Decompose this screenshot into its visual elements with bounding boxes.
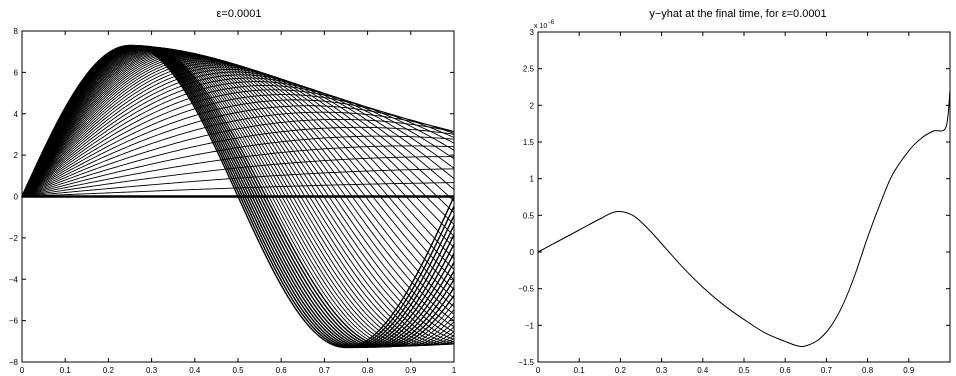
series-line [21,57,455,281]
right-exponent-label: x 10−6 [534,20,555,30]
y-tick-label: −8 [9,358,19,367]
series-line [21,126,455,197]
series-line [21,51,455,333]
right-exponent-base: x 10 [534,23,547,30]
y-tick-label: 2 [14,151,19,160]
y-tick-label: 6 [14,68,19,77]
x-tick-label: 0.4 [189,366,201,375]
x-tick-label: 0.3 [146,366,158,375]
x-tick-label: 0.7 [821,366,833,375]
y-tick-label: 2 [530,101,535,110]
x-tick-label: 0.5 [232,366,244,375]
series-line [21,47,455,346]
y-tick-label: −0.5 [518,285,534,294]
y-tick-label: 4 [14,110,19,119]
series-line [21,85,455,197]
series-line [21,54,455,308]
x-tick-label: 0.1 [574,366,586,375]
error-series-line [537,90,951,348]
left-chart-title: ε=0.0001 [217,8,262,20]
series-line [21,48,455,344]
series-line [21,49,455,343]
left-axis-ticks: 0 0.1 0.2 0.3 0.4 0.5 0.6 0.7 0.8 0.9 1 −8 −6 −4 −2 0 2 4… [9,27,457,375]
y-tick-label: 0 [14,193,19,202]
y-tick-label: 1.5 [523,138,535,147]
y-tick-label: −2 [9,234,19,243]
x-tick-label: 0.9 [903,366,915,375]
right-series-lines [537,90,951,348]
right-plot-frame [537,31,951,363]
x-tick-label: 1 [452,366,457,375]
y-tick-label: −6 [9,317,19,326]
series-line [21,51,455,328]
series-line [21,182,455,197]
right-chart-title: y−yhat at the final time, for ε=0.0001 [649,8,826,20]
y-tick-label: 2.5 [523,65,535,74]
series-line [21,48,455,345]
right-exponent-power: −6 [547,20,555,26]
x-tick-label: 0.1 [60,366,72,375]
series-line [21,55,455,299]
series-line [21,77,455,197]
series-line [21,66,455,225]
x-tick-label: 0.8 [362,366,374,375]
x-tick-label: 0.2 [103,366,115,375]
x-tick-label: 0 [536,366,541,375]
x-tick-label: 0.5 [738,366,750,375]
series-line [21,56,455,290]
y-tick-label: 1 [530,175,535,184]
series-line [21,49,455,340]
series-line [21,118,455,197]
x-tick-label: 0.6 [276,366,288,375]
x-tick-label: 0.6 [780,366,792,375]
x-tick-label: 0.9 [405,366,417,375]
series-line [21,52,455,322]
right-chart: y−yhat at the final time, for ε=0.0001 x… [518,8,951,375]
series-line [21,47,455,346]
x-tick-label: 0 [20,366,25,375]
x-tick-label: 0.4 [697,366,709,375]
x-tick-label: 0.3 [656,366,668,375]
y-tick-label: −4 [9,275,19,284]
series-line [21,47,455,346]
left-series-lines [21,44,455,349]
right-axis-ticks: 0 0.1 0.2 0.3 0.4 0.5 0.6 0.7 0.8 0.9 −1.5 −1 −0.5 0 0… [518,28,950,375]
y-tick-label: 3 [530,28,535,37]
y-tick-label: 8 [14,27,19,36]
series-line [21,46,455,346]
series-line [21,48,455,345]
x-tick-label: 0.8 [862,366,874,375]
series-line [21,46,455,347]
y-tick-label: 0.5 [523,211,535,220]
series-line [21,94,455,197]
series-line [21,53,455,315]
y-tick-label: −1.5 [518,358,534,367]
series-line [21,50,455,337]
left-chart: ε=0.0001 0 0.1 0.2 0.3 0.4 0.5 0.6 0.7 0.8 0.9 1 −8… [9,8,457,375]
x-tick-label: 0.2 [615,366,627,375]
x-tick-label: 0.7 [319,366,331,375]
y-tick-label: −1 [525,321,535,330]
series-line [21,68,455,213]
y-tick-label: 0 [530,248,535,257]
series-line [21,46,455,347]
